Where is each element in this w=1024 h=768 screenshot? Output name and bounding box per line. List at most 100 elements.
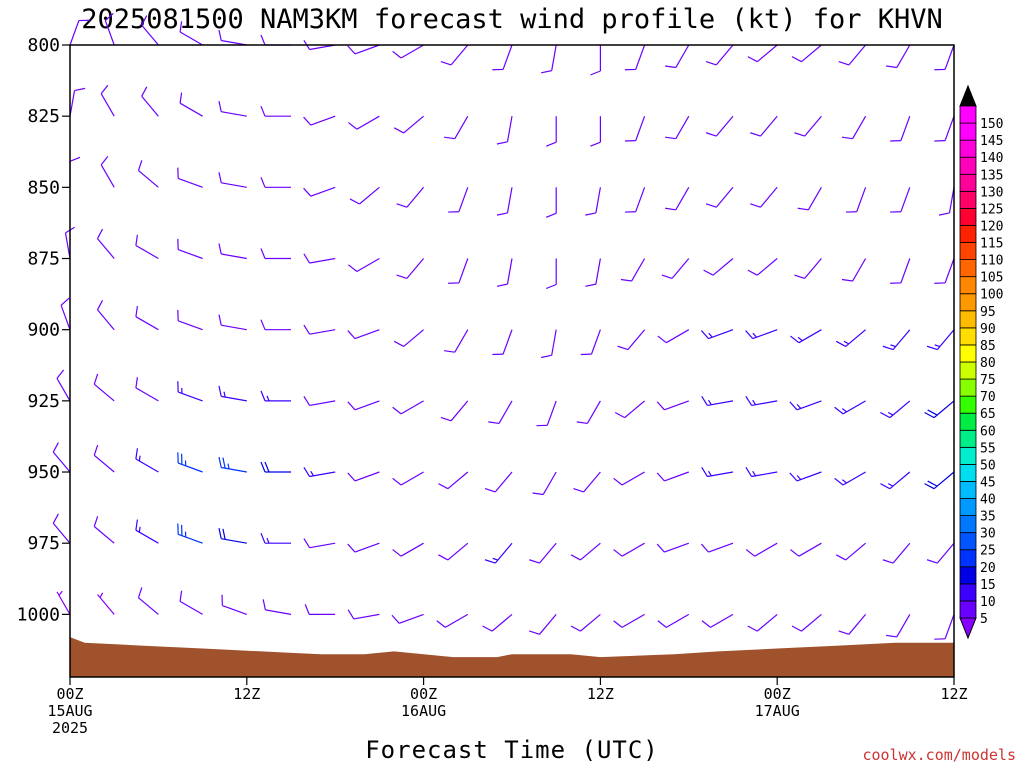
wind-barb bbox=[179, 92, 203, 117]
wind-barb bbox=[750, 115, 778, 137]
x-tick-label: 12Z bbox=[940, 685, 967, 703]
colorbar-cell bbox=[959, 190, 977, 209]
wind-barb bbox=[347, 471, 380, 482]
wind-barb bbox=[790, 542, 822, 557]
wind-barb bbox=[938, 187, 955, 216]
wind-barb bbox=[934, 614, 955, 640]
wind-barb bbox=[700, 329, 734, 340]
wind-barb bbox=[882, 542, 911, 564]
colorbar-label: 100 bbox=[980, 288, 1003, 303]
wind-barb bbox=[93, 373, 115, 402]
wind-barb bbox=[440, 44, 469, 66]
wind-barb bbox=[890, 115, 911, 142]
wind-barb bbox=[260, 319, 291, 331]
colorbar-cell bbox=[959, 600, 977, 619]
wind-barb bbox=[444, 329, 469, 353]
colorbar-label: 15 bbox=[980, 578, 996, 593]
colorbar-label: 75 bbox=[980, 373, 996, 388]
colorbar-label: 70 bbox=[980, 390, 996, 405]
colorbar-label: 85 bbox=[980, 339, 996, 354]
chart-title: 2025081500 NAM3KM forecast wind profile … bbox=[81, 4, 943, 35]
colorbar-cell bbox=[959, 463, 977, 482]
wind-barb bbox=[218, 172, 247, 188]
wind-barb bbox=[834, 400, 866, 415]
wind-barb bbox=[794, 258, 822, 279]
wind-barb bbox=[536, 400, 557, 427]
wind-barb bbox=[665, 115, 690, 140]
wind-barb bbox=[934, 115, 955, 142]
wind-barb bbox=[393, 329, 424, 347]
wind-barb bbox=[496, 187, 513, 216]
colorbar-label: 130 bbox=[980, 185, 1003, 200]
wind-barb bbox=[96, 228, 115, 259]
wind-barb bbox=[303, 40, 336, 51]
colorbar-label: 90 bbox=[980, 322, 996, 337]
colorbar-cell bbox=[959, 310, 977, 329]
wind-barb bbox=[177, 452, 203, 473]
wind-barb bbox=[590, 45, 602, 76]
wind-barb bbox=[64, 226, 75, 259]
x-tick-label: 00Z bbox=[764, 685, 791, 703]
wind-barb bbox=[797, 187, 822, 211]
wind-barb bbox=[791, 44, 822, 63]
wind-barb bbox=[347, 542, 380, 553]
wind-barb bbox=[436, 613, 469, 628]
wind-barb bbox=[448, 187, 469, 213]
colorbar-label: 35 bbox=[980, 510, 996, 525]
wind-barb bbox=[137, 160, 159, 188]
wind-barb bbox=[303, 538, 336, 549]
x-tick-label: 15AUG bbox=[47, 702, 92, 720]
colorbar-cell bbox=[959, 259, 977, 278]
wind-barb bbox=[260, 461, 291, 473]
colorbar-min-arrow bbox=[959, 617, 977, 640]
x-tick-label: 00Z bbox=[56, 685, 83, 703]
wind-barb bbox=[665, 44, 690, 69]
wind-barb bbox=[705, 186, 734, 208]
wind-barb bbox=[838, 44, 867, 66]
wind-barb bbox=[218, 314, 247, 331]
wind-barb bbox=[262, 599, 292, 615]
wind-barb bbox=[492, 329, 513, 356]
wind-barb bbox=[496, 116, 513, 145]
wind-barb bbox=[177, 310, 203, 331]
wind-barb bbox=[56, 369, 71, 402]
y-tick-label: 850 bbox=[27, 177, 60, 198]
wind-barb bbox=[69, 156, 81, 188]
wind-barb bbox=[576, 400, 601, 425]
wind-barb bbox=[392, 44, 424, 59]
wind-barb bbox=[573, 471, 601, 493]
wind-barb bbox=[492, 44, 513, 71]
terrain-fill bbox=[70, 637, 954, 677]
y-tick-label: 950 bbox=[27, 462, 60, 483]
wind-barb bbox=[393, 115, 424, 134]
wind-barb bbox=[705, 115, 734, 137]
wind-barb bbox=[585, 258, 601, 287]
wind-barb bbox=[700, 542, 734, 553]
wind-barb bbox=[177, 523, 203, 544]
wind-barb bbox=[745, 329, 778, 340]
wind-barb bbox=[104, 12, 115, 46]
wind-barb bbox=[137, 587, 159, 615]
colorbar-cell bbox=[959, 583, 977, 602]
plot-frame bbox=[69, 44, 955, 678]
wind-barb bbox=[701, 395, 734, 407]
wind-barb bbox=[624, 44, 646, 71]
colorbar-cell bbox=[959, 327, 977, 346]
wind-barb bbox=[177, 381, 203, 402]
wind-barb bbox=[484, 542, 513, 564]
wind-barb bbox=[624, 187, 646, 213]
colorbar-cell bbox=[959, 498, 977, 516]
wind-barb bbox=[303, 115, 336, 126]
colorbar-cell bbox=[959, 446, 977, 465]
y-tick-label: 825 bbox=[27, 106, 60, 127]
wind-barb bbox=[529, 542, 557, 564]
wind-barb bbox=[750, 186, 778, 208]
colorbar-label: 40 bbox=[980, 493, 996, 508]
wind-barb bbox=[705, 44, 734, 66]
wind-barb bbox=[613, 613, 645, 628]
wind-barb bbox=[440, 400, 469, 422]
wind-barb bbox=[890, 258, 911, 284]
wind-barb bbox=[218, 456, 247, 473]
